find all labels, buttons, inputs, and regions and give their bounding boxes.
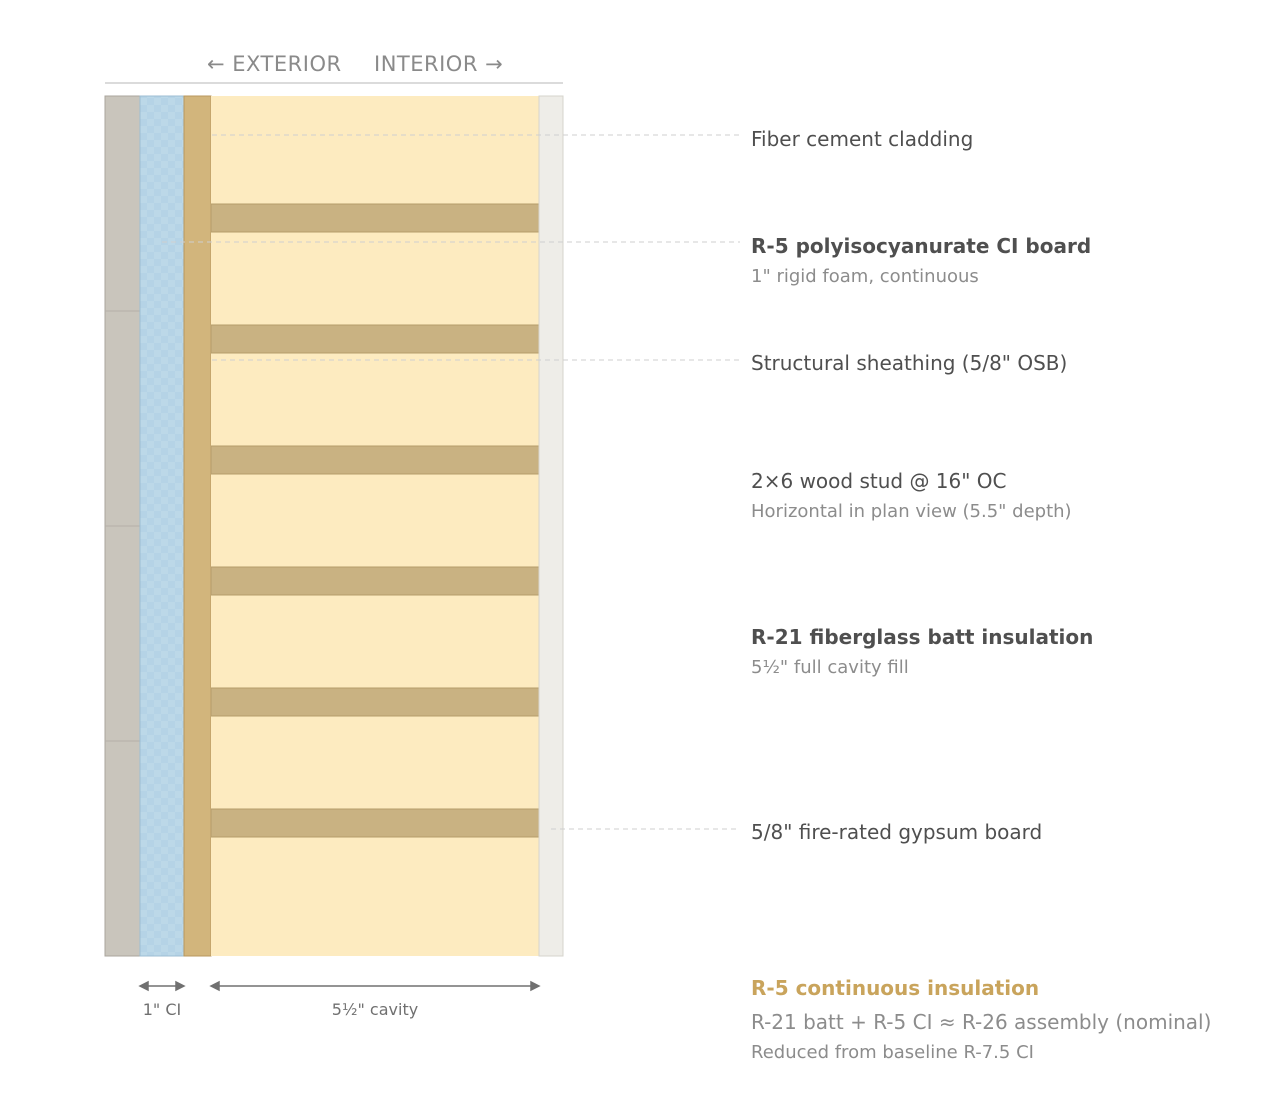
wood-stud [210, 566, 540, 596]
cladding-layer [104, 95, 141, 957]
callout-batt-title: R-21 fiberglass batt insulation [751, 625, 1093, 649]
cavity-dimension-arrow-left [209, 980, 220, 992]
studs-group [210, 203, 540, 838]
ci-dimension-arrow-right [175, 980, 186, 992]
wood-stud [210, 203, 540, 233]
summary-note: Reduced from baseline R-7.5 CI [751, 1042, 1034, 1063]
exterior-label: ← EXTERIOR [207, 52, 342, 76]
summary-assembly: R-21 batt + R-5 CI ≈ R-26 assembly (nomi… [751, 1010, 1211, 1034]
callout-gypsum-title: 5/8" fire-rated gypsum board [751, 820, 1042, 844]
wood-stud [210, 687, 540, 717]
callout-foam-title: R-5 polyisocyanurate CI board [751, 234, 1091, 258]
summary-heading: R-5 continuous insulation [751, 976, 1039, 1000]
ci-dimension-arrow-left [138, 980, 149, 992]
cavity-dimension-label: 5½" cavity [332, 1000, 418, 1019]
cavity-dimension-arrow-right [530, 980, 541, 992]
callout-stud-subtitle: Horizontal in plan view (5.5" depth) [751, 501, 1072, 522]
ci-dimension-label: 1" CI [143, 1000, 182, 1019]
foam-ci-layer [139, 95, 185, 957]
callout-cladding-title: Fiber cement cladding [751, 127, 973, 151]
wood-stud [210, 324, 540, 354]
gypsum-board-layer [538, 95, 564, 957]
callout-sheathing-title: Structural sheathing (5/8" OSB) [751, 351, 1067, 375]
osb-sheathing-layer [183, 95, 212, 957]
wood-stud [210, 808, 540, 838]
callout-foam-subtitle: 1" rigid foam, continuous [751, 266, 979, 287]
wood-stud [210, 445, 540, 475]
interior-label: INTERIOR → [374, 52, 503, 76]
callout-stud-title: 2×6 wood stud @ 16" OC [751, 469, 1007, 493]
callout-batt-subtitle: 5½" full cavity fill [751, 657, 909, 678]
